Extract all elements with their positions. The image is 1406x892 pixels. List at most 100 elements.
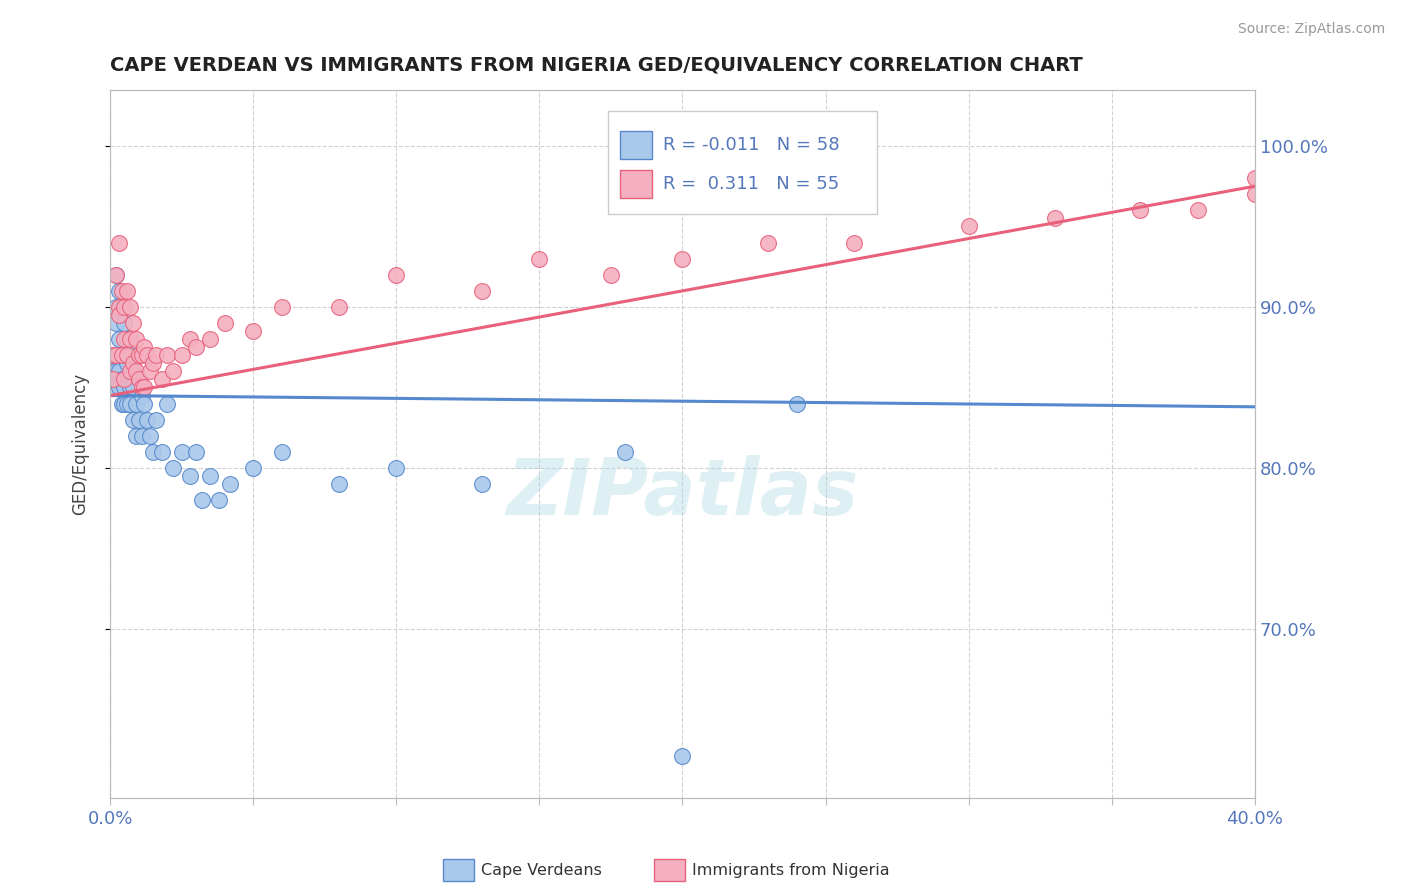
Point [104,268,127,282]
Point [125,364,148,378]
Point [107,300,129,314]
Point [150,445,173,459]
Point [131,380,153,394]
Point [120,332,142,346]
Point [120,300,142,314]
Point [112,300,135,314]
Point [179,469,201,483]
Point [600,268,623,282]
Point [120,348,142,362]
FancyBboxPatch shape [620,131,651,159]
Point [270,300,292,314]
Point [117,284,139,298]
Text: R = -0.011   N = 58: R = -0.011 N = 58 [664,136,839,153]
Point [112,332,135,346]
Point [208,493,231,508]
Point [128,348,150,362]
Point [110,284,132,298]
Point [112,348,135,362]
Point [131,388,153,402]
Point [214,316,236,330]
Point [242,324,264,338]
Point [134,380,156,394]
Point [128,372,150,386]
Point [957,219,980,234]
Point [107,364,129,378]
Point [170,445,193,459]
Y-axis label: GED/Equivalency: GED/Equivalency [72,373,89,515]
Point [131,429,153,443]
Point [128,413,150,427]
Point [1187,203,1209,218]
Point [219,477,242,491]
Point [756,235,779,250]
Point [117,356,139,370]
Point [139,364,162,378]
Point [529,252,551,266]
Point [120,364,142,378]
Point [110,300,132,314]
Point [104,348,127,362]
Point [117,396,139,410]
Point [128,372,150,386]
Point [385,461,408,475]
Point [190,493,212,508]
Point [107,348,129,362]
FancyBboxPatch shape [620,169,651,198]
Text: Source: ZipAtlas.com: Source: ZipAtlas.com [1237,22,1385,37]
Point [134,396,156,410]
Point [125,332,148,346]
Point [101,364,124,378]
Point [112,380,135,394]
Point [110,396,132,410]
Point [142,356,165,370]
Point [614,445,637,459]
Point [270,445,292,459]
Point [104,364,127,378]
Point [134,340,156,354]
Text: Cape Verdeans: Cape Verdeans [481,863,602,878]
Point [156,396,179,410]
Point [117,348,139,362]
Point [145,348,167,362]
Point [385,268,408,282]
Point [242,461,264,475]
Point [162,364,184,378]
Text: Immigrants from Nigeria: Immigrants from Nigeria [692,863,890,878]
Point [145,413,167,427]
Point [107,308,129,322]
Point [110,348,132,362]
Point [200,332,222,346]
Point [112,372,135,386]
Point [1043,211,1066,226]
Point [104,268,127,282]
Point [136,348,159,362]
Point [671,252,693,266]
Point [471,477,494,491]
Point [125,429,148,443]
Point [170,348,193,362]
Point [120,396,142,410]
Point [112,396,135,410]
Point [112,316,135,330]
Text: R =  0.311   N = 55: R = 0.311 N = 55 [664,175,839,193]
Point [179,332,201,346]
Point [104,316,127,330]
Point [328,477,350,491]
Point [122,356,145,370]
Point [1244,171,1267,186]
Point [122,364,145,378]
Point [117,332,139,346]
Point [786,396,808,410]
Point [131,348,153,362]
Point [107,380,129,394]
Point [107,235,129,250]
Point [471,284,494,298]
Point [1129,203,1152,218]
Point [136,413,159,427]
Point [162,461,184,475]
Point [156,348,179,362]
Point [107,284,129,298]
Point [101,348,124,362]
Point [150,372,173,386]
